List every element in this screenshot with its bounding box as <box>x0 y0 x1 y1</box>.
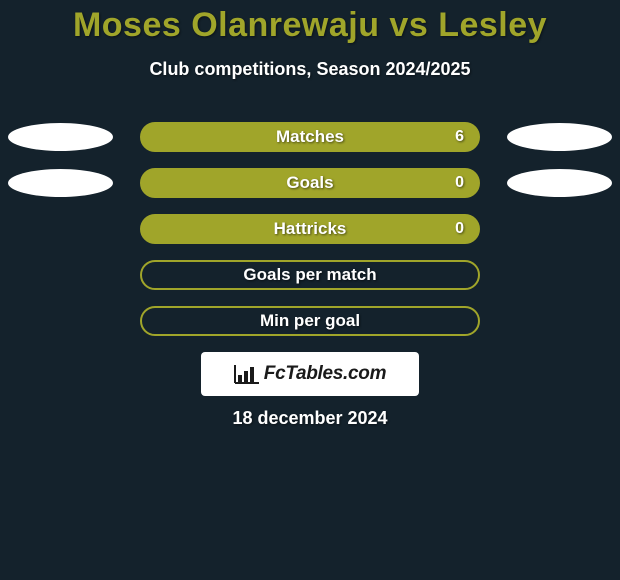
stat-row: Goals per match <box>0 260 620 306</box>
stat-row: Hattricks 0 <box>0 214 620 260</box>
stat-label: Goals <box>286 173 333 193</box>
stat-value-right: 0 <box>455 174 464 192</box>
stat-row: Min per goal <box>0 306 620 352</box>
stat-label: Goals per match <box>243 265 376 285</box>
stat-label: Matches <box>276 127 344 147</box>
comparison-infographic: Moses Olanrewaju vs Lesley Club competit… <box>0 0 620 580</box>
stat-value-right: 6 <box>455 128 464 146</box>
footer-date: 18 december 2024 <box>0 408 620 429</box>
stat-row: Goals 0 <box>0 168 620 214</box>
stat-rows: Matches 6 Goals 0 Hattricks 0 Goals per match M… <box>0 122 620 352</box>
stat-label: Min per goal <box>260 311 360 331</box>
stat-bar: Goals 0 <box>140 168 480 198</box>
left-ellipse <box>8 169 113 197</box>
stat-bar: Matches 6 <box>140 122 480 152</box>
right-ellipse <box>507 169 612 197</box>
brand-box: FcTables.com <box>201 352 419 396</box>
bar-chart-icon <box>234 364 260 384</box>
stat-row: Matches 6 <box>0 122 620 168</box>
stat-bar: Min per goal <box>140 306 480 336</box>
stat-label: Hattricks <box>274 219 347 239</box>
stat-value-right: 0 <box>455 220 464 238</box>
stat-bar: Goals per match <box>140 260 480 290</box>
left-ellipse <box>8 123 113 151</box>
brand-text: FcTables.com <box>264 363 386 385</box>
right-ellipse <box>507 123 612 151</box>
stat-bar: Hattricks 0 <box>140 214 480 244</box>
page-title: Moses Olanrewaju vs Lesley <box>0 0 620 45</box>
page-subtitle: Club competitions, Season 2024/2025 <box>0 59 620 80</box>
